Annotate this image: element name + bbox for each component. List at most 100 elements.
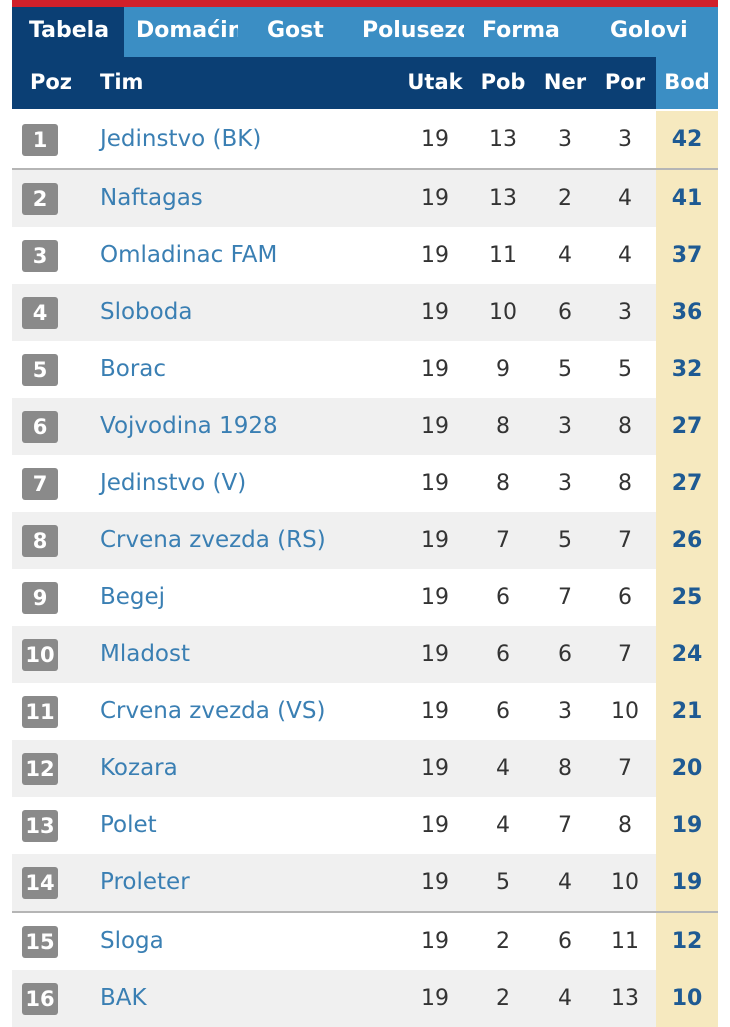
position-badge: 15 xyxy=(22,926,58,958)
points-value: 41 xyxy=(656,170,718,227)
table-row[interactable]: 4 Sloboda 19 10 6 3 36 xyxy=(12,284,718,341)
team-link[interactable]: Vojvodina 1928 xyxy=(100,413,278,439)
draws-value: 5 xyxy=(558,357,572,382)
position-badge: 2 xyxy=(22,183,58,215)
played-value: 19 xyxy=(421,929,449,954)
table-row[interactable]: 9 Begej 19 6 7 6 25 xyxy=(12,569,718,626)
team-link[interactable]: Kozara xyxy=(100,755,178,781)
table-row[interactable]: 1 Jedinstvo (BK) 19 13 3 3 42 xyxy=(12,111,718,168)
header-tim[interactable]: Tim xyxy=(100,70,144,94)
position-badge: 7 xyxy=(22,468,58,500)
played-value: 19 xyxy=(421,414,449,439)
team-link[interactable]: Mladost xyxy=(100,641,191,667)
points-value: 21 xyxy=(656,683,718,740)
table-row[interactable]: 3 Omladinac FAM 19 11 4 4 37 xyxy=(12,227,718,284)
draws-value: 6 xyxy=(558,642,572,667)
header-utak[interactable]: Utak xyxy=(407,70,463,94)
losses-value: 10 xyxy=(611,870,639,895)
table-row[interactable]: 7 Jedinstvo (V) 19 8 3 8 27 xyxy=(12,455,718,512)
draws-value: 3 xyxy=(558,127,572,152)
position-badge: 1 xyxy=(22,124,58,156)
position-badge: 5 xyxy=(22,354,58,386)
tab-gost[interactable]: Gost xyxy=(267,18,324,43)
losses-value: 3 xyxy=(618,300,632,325)
position-badge: 6 xyxy=(22,411,58,443)
team-link[interactable]: Crvena zvezda (VS) xyxy=(100,698,326,724)
table-row[interactable]: 13 Polet 19 4 7 8 19 xyxy=(12,797,718,854)
team-link[interactable]: Sloboda xyxy=(100,299,193,325)
tab-forma[interactable]: Forma xyxy=(482,18,560,43)
wins-value: 9 xyxy=(496,357,510,382)
table-row[interactable]: 11 Crvena zvezda (VS) 19 6 3 10 21 xyxy=(12,683,718,740)
table-row[interactable]: 8 Crvena zvezda (RS) 19 7 5 7 26 xyxy=(12,512,718,569)
position-badge: 11 xyxy=(22,696,58,728)
table-row[interactable]: 5 Borac 19 9 5 5 32 xyxy=(12,341,718,398)
team-link[interactable]: Proleter xyxy=(100,869,190,895)
losses-value: 8 xyxy=(618,414,632,439)
wins-value: 6 xyxy=(496,585,510,610)
team-link[interactable]: Jedinstvo (V) xyxy=(100,470,247,496)
wins-value: 5 xyxy=(496,870,510,895)
wins-value: 13 xyxy=(489,186,517,211)
position-badge: 10 xyxy=(22,639,58,671)
header-bod[interactable]: Bod xyxy=(656,57,718,109)
losses-value: 13 xyxy=(611,986,639,1011)
team-link[interactable]: Omladinac FAM xyxy=(100,242,278,268)
team-link[interactable]: Crvena zvezda (RS) xyxy=(100,527,326,553)
header-pob[interactable]: Pob xyxy=(480,70,526,94)
draws-value: 3 xyxy=(558,699,572,724)
team-link[interactable]: Jedinstvo (BK) xyxy=(100,126,262,152)
team-link[interactable]: Sloga xyxy=(100,928,164,954)
header-poz[interactable]: Poz xyxy=(29,70,73,94)
draws-value: 6 xyxy=(558,929,572,954)
position-badge: 3 xyxy=(22,240,58,272)
losses-value: 4 xyxy=(618,243,632,268)
header-ner[interactable]: Ner xyxy=(543,70,587,94)
wins-value: 8 xyxy=(496,414,510,439)
team-link[interactable]: Naftagas xyxy=(100,185,203,211)
losses-value: 11 xyxy=(611,929,639,954)
table-row[interactable]: 6 Vojvodina 1928 19 8 3 8 27 xyxy=(12,398,718,455)
played-value: 19 xyxy=(421,471,449,496)
draws-value: 3 xyxy=(558,471,572,496)
position-badge: 4 xyxy=(22,297,58,329)
tab-domacin[interactable]: Domaćin xyxy=(136,18,238,43)
draws-value: 7 xyxy=(558,585,572,610)
tab-tabela[interactable]: Tabela xyxy=(12,7,124,57)
team-link[interactable]: Begej xyxy=(100,584,166,610)
tab-golovi[interactable]: Golovi xyxy=(610,18,688,43)
team-link[interactable]: Polet xyxy=(100,812,157,838)
table-row[interactable]: 14 Proleter 19 5 4 10 19 xyxy=(12,854,718,911)
position-badge: 14 xyxy=(22,867,58,899)
table-row[interactable]: 16 BAK 19 2 4 13 10 xyxy=(12,970,718,1027)
played-value: 19 xyxy=(421,300,449,325)
draws-value: 2 xyxy=(558,186,572,211)
top-accent-bar xyxy=(12,0,718,7)
played-value: 19 xyxy=(421,699,449,724)
draws-value: 4 xyxy=(558,243,572,268)
wins-value: 8 xyxy=(496,471,510,496)
position-badge: 9 xyxy=(22,582,58,614)
losses-value: 4 xyxy=(618,186,632,211)
points-value: 19 xyxy=(656,854,718,911)
draws-value: 7 xyxy=(558,813,572,838)
points-value: 10 xyxy=(656,970,718,1027)
team-link[interactable]: Borac xyxy=(100,356,167,382)
losses-value: 7 xyxy=(618,756,632,781)
wins-value: 2 xyxy=(496,929,510,954)
table-row[interactable]: 10 Mladost 19 6 6 7 24 xyxy=(12,626,718,683)
table-row[interactable]: 12 Kozara 19 4 8 7 20 xyxy=(12,740,718,797)
tab-polusezona[interactable]: Polusezona xyxy=(362,18,464,43)
team-link[interactable]: BAK xyxy=(100,985,147,1011)
points-value: 24 xyxy=(656,626,718,683)
wins-value: 4 xyxy=(496,756,510,781)
points-value: 36 xyxy=(656,284,718,341)
losses-value: 8 xyxy=(618,471,632,496)
header-por[interactable]: Por xyxy=(604,70,646,94)
table-row[interactable]: 15 Sloga 19 2 6 11 12 xyxy=(12,911,718,970)
tab-bar: Tabela Domaćin Gost Polusezona Forma Gol… xyxy=(12,7,718,57)
draws-value: 8 xyxy=(558,756,572,781)
played-value: 19 xyxy=(421,357,449,382)
points-value: 26 xyxy=(656,512,718,569)
table-row[interactable]: 2 Naftagas 19 13 2 4 41 xyxy=(12,168,718,227)
